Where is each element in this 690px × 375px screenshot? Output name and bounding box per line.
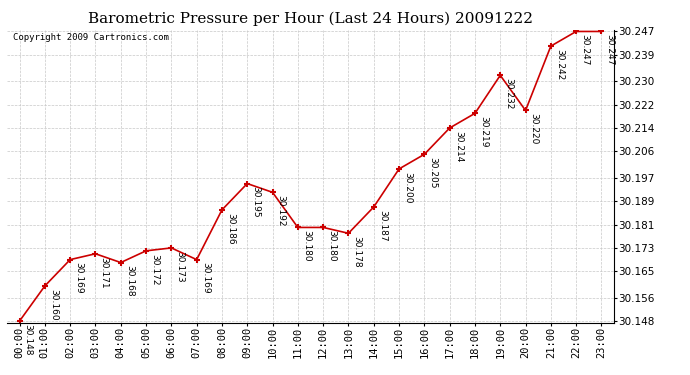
Text: 30.169: 30.169 bbox=[75, 262, 83, 294]
Text: 30.219: 30.219 bbox=[479, 116, 488, 148]
Text: Copyright 2009 Cartronics.com: Copyright 2009 Cartronics.com bbox=[13, 33, 169, 42]
Text: 30.214: 30.214 bbox=[454, 131, 463, 162]
Text: 30.220: 30.220 bbox=[530, 113, 539, 145]
Text: 30.247: 30.247 bbox=[580, 34, 589, 66]
Text: 30.148: 30.148 bbox=[23, 324, 32, 356]
Text: 30.232: 30.232 bbox=[504, 78, 513, 110]
Text: 30.247: 30.247 bbox=[606, 34, 615, 66]
Text: 30.178: 30.178 bbox=[353, 236, 362, 268]
Text: 30.242: 30.242 bbox=[555, 49, 564, 80]
Text: 30.205: 30.205 bbox=[428, 157, 437, 189]
Text: 30.187: 30.187 bbox=[378, 210, 387, 242]
Text: 30.171: 30.171 bbox=[99, 256, 108, 288]
Text: 30.169: 30.169 bbox=[201, 262, 210, 294]
Text: 30.192: 30.192 bbox=[277, 195, 286, 226]
Text: 30.180: 30.180 bbox=[302, 230, 311, 262]
Text: 30.186: 30.186 bbox=[226, 213, 235, 244]
Text: 30.195: 30.195 bbox=[251, 186, 260, 218]
Text: 30.168: 30.168 bbox=[125, 266, 134, 297]
Text: Barometric Pressure per Hour (Last 24 Hours) 20091222: Barometric Pressure per Hour (Last 24 Ho… bbox=[88, 11, 533, 26]
Text: 30.172: 30.172 bbox=[150, 254, 159, 285]
Text: 30.180: 30.180 bbox=[327, 230, 336, 262]
Text: 30.173: 30.173 bbox=[175, 251, 184, 282]
Text: 30.200: 30.200 bbox=[403, 172, 412, 203]
Text: 30.160: 30.160 bbox=[49, 289, 58, 320]
